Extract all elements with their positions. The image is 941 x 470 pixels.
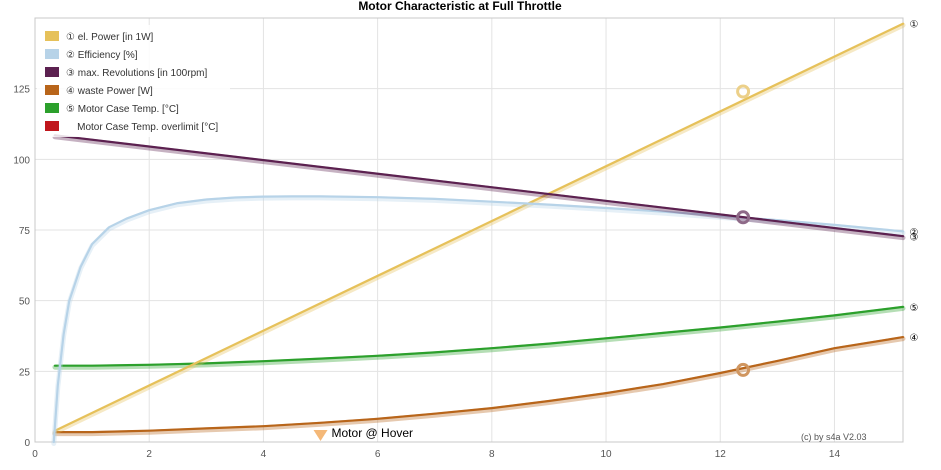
legend-label-motor-case-temp-overlimit-c: Motor Case Temp. overlimit [°C] <box>66 122 218 133</box>
series-end-marker: ⑤ <box>910 303 919 314</box>
series-line-shadow-max-revolutions-in-100rpm <box>52 134 906 241</box>
series-line-max-revolutions-in-100rpm <box>53 134 905 238</box>
legend-label-waste-power-w: ④ waste Power [W] <box>66 86 153 97</box>
series-line-shadow-motor-case-temp-c <box>52 305 906 370</box>
y-tick-label: 25 <box>19 367 31 378</box>
y-tick-label: 75 <box>19 226 31 237</box>
series-line-el-power-in-1w <box>53 22 905 432</box>
series-end-marker: ② <box>910 227 919 238</box>
series-end-markers: ① ②③ ⑤ ④ <box>910 20 919 344</box>
series-lines <box>51 22 906 446</box>
operating-point-max-revolutions <box>736 210 751 225</box>
hover-annotation: Motor @ Hover <box>313 426 414 441</box>
legend-background <box>37 25 230 137</box>
x-tick-label: 4 <box>261 449 267 460</box>
legend-label-motor-case-temp-c: ⑤ Motor Case Temp. [°C] <box>66 104 179 115</box>
series-end-marker: ③ <box>910 232 919 243</box>
series-line-shadow-el-power-in-1w <box>52 22 906 435</box>
legend-swatch-efficiency <box>45 49 59 59</box>
hover-marker-triangle <box>313 430 328 441</box>
series-line-efficiency <box>52 195 905 444</box>
legend-label-efficiency: ② Efficiency [%] <box>66 50 138 61</box>
x-tick-label: 14 <box>829 449 841 460</box>
legend-swatch-el-power-in-1w <box>45 31 59 41</box>
legend-label-max-revolutions-in-100rpm: ③ max. Revolutions [in 100rpm] <box>66 68 207 79</box>
chart-title: Motor Characteristic at Full Throttle <box>358 0 562 13</box>
x-tick-label: 2 <box>146 449 152 460</box>
y-tick-label: 50 <box>19 297 31 308</box>
x-axis-ticks: 0 2 4 6 8 10 12 14 <box>32 449 840 460</box>
x-tick-label: 10 <box>600 449 612 460</box>
plot-area-frame <box>34 17 904 443</box>
legend[interactable]: ① el. Power [in 1W] ② Efficiency [%] ③ max… <box>37 25 230 137</box>
series-end-marker: ① <box>910 20 919 31</box>
x-tick-label: 0 <box>32 449 38 460</box>
legend-swatch-waste-power-w <box>45 85 59 95</box>
y-axis-ticks: 0 25 50 75 100 125 <box>13 85 30 449</box>
operating-point-el-power <box>736 84 751 99</box>
operating-point-waste-power <box>736 362 751 377</box>
y-tick-label: 100 <box>13 155 30 166</box>
x-tick-label: 8 <box>489 449 495 460</box>
legend-label-el-power-in-1w: ① el. Power [in 1W] <box>66 32 154 43</box>
legend-swatch-motor-case-temp-overlimit-c <box>45 121 59 131</box>
legend-swatch-max-revolutions-in-100rpm <box>45 67 59 77</box>
legend-swatch-motor-case-temp-c <box>45 103 59 113</box>
x-tick-label: 12 <box>715 449 727 460</box>
y-tick-label: 0 <box>24 438 30 449</box>
operating-points <box>736 84 751 377</box>
x-tick-label: 6 <box>375 449 381 460</box>
credit-label: (c) by s4a V2.03 <box>801 432 867 442</box>
series-line-motor-case-temp-c <box>53 305 905 367</box>
y-tick-label: 125 <box>13 85 30 96</box>
hover-annotation-label: Motor @ Hover <box>332 426 414 440</box>
series-end-marker: ④ <box>910 333 919 344</box>
